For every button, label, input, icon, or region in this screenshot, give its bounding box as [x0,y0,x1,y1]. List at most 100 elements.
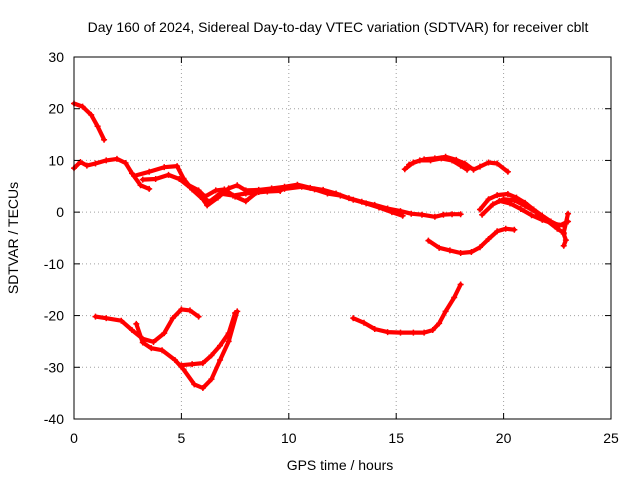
data-point [489,201,496,208]
data-point [165,171,172,178]
data-point [429,327,436,334]
data-point [427,157,434,164]
data-point [206,198,213,205]
data-point [199,360,206,367]
data-point [186,307,193,314]
data-point [565,210,572,217]
data-point [204,202,211,209]
data-point [494,228,501,235]
data-point [442,308,449,315]
data-point [350,196,357,203]
data-point [461,160,468,167]
data-point [234,182,241,189]
data-point [189,361,196,368]
y-tick-label: 10 [48,152,64,168]
data-point [363,200,370,207]
data-point [360,319,367,326]
y-tick-label: 0 [56,204,64,220]
data-point [550,220,557,227]
data-point [118,317,125,324]
data-point [101,136,108,143]
data-point [131,172,138,179]
data-point [242,198,249,205]
data-point [217,342,224,349]
series-track-11 [560,230,569,249]
data-point [554,225,561,232]
data-point [171,357,178,364]
data-point [384,329,391,336]
data-point [94,123,101,130]
data-point [298,183,305,190]
data-point [178,306,185,313]
data-point [208,352,215,359]
x-tick-label: 10 [281,430,297,446]
data-point [406,161,413,168]
data-point [470,166,477,173]
data-point [350,315,357,322]
data-point [212,187,219,194]
data-point [511,197,518,204]
data-point [337,192,344,199]
data-point [139,339,146,346]
data-point [416,157,423,164]
data-point [388,209,395,216]
data-point [431,213,438,220]
data-point [180,366,187,373]
y-tick-label: -30 [44,359,64,375]
data-point [449,211,456,218]
data-point [232,193,239,200]
data-point [502,225,509,232]
data-point [311,186,318,193]
data-point [159,347,166,354]
data-point [376,204,383,211]
data-point [476,244,483,251]
data-point [560,222,567,229]
data-point [532,209,539,216]
data-point [511,226,518,233]
data-point [438,155,445,162]
data-point [476,206,483,213]
data-point [208,376,215,383]
data-point [451,294,458,301]
x-tick-label: 20 [496,430,512,446]
data-point [148,345,155,352]
data-point [479,211,486,218]
series-track-16 [350,281,464,336]
data-point [485,196,492,203]
data-point [494,192,501,199]
data-point [440,211,447,218]
data-point [476,163,483,170]
data-point [195,313,202,320]
plot-frame [73,56,612,420]
data-point [457,162,464,169]
data-point [425,237,432,244]
data-point [161,330,168,337]
data-point [421,329,428,336]
x-axis-label: GPS time / hours [287,457,394,473]
data-point [176,176,183,183]
data-point [199,384,206,391]
series-line [134,309,240,391]
data-point [281,185,288,192]
data-point [522,202,529,209]
data-point [83,162,90,169]
data-point [139,176,146,183]
data-point [401,166,408,173]
y-tick-label: -40 [44,411,64,427]
data-point [184,181,191,188]
x-tick-label: 15 [388,430,404,446]
series-track-2 [71,155,153,192]
data-point [485,159,492,166]
data-point [242,190,249,197]
data-point [436,320,443,327]
x-tick-label: 0 [70,430,78,446]
data-point [468,248,475,255]
data-point [253,189,260,196]
data-point [436,244,443,251]
data-point [418,211,425,218]
data-point [225,330,232,337]
x-tick-label: 5 [178,430,186,446]
data-point [449,157,456,164]
y-axis-label: SDTVAR / TECUs [5,182,21,294]
